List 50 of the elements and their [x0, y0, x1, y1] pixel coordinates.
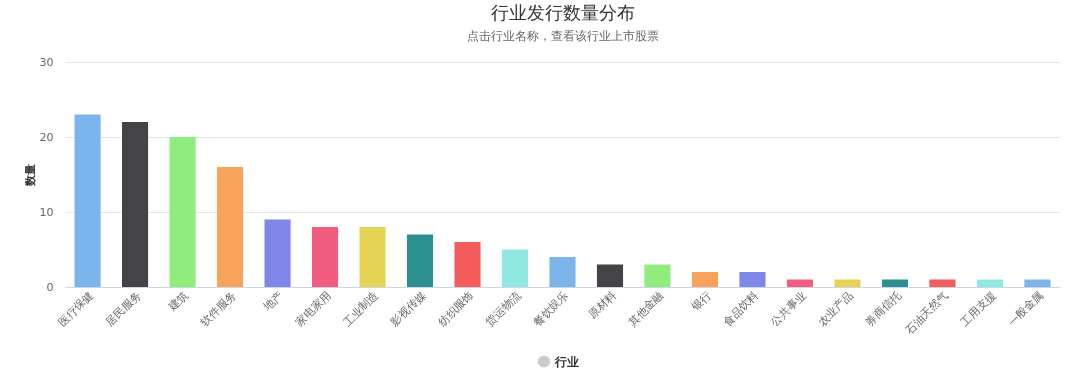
bar: [216, 167, 244, 287]
x-tick-label: 餐饮娱乐: [530, 288, 571, 330]
y-tick-label: 10: [39, 205, 54, 219]
bar: [739, 272, 766, 287]
bar: [406, 234, 434, 287]
y-tick-label: 20: [39, 130, 54, 144]
chart-subtitle: 点击行业名称，查看该行业上市股票: [466, 29, 659, 43]
x-tick-label: 软件服务: [198, 288, 239, 330]
bar: [74, 114, 101, 287]
x-tick-label: 医疗保健: [55, 288, 97, 330]
x-tick-label: 货运物流: [483, 288, 524, 330]
x-tick-label: 工用支援: [958, 288, 999, 330]
x-tick-label: 券商信托: [863, 288, 904, 330]
x-tick-label: 原材料: [585, 288, 619, 322]
chart-title: 行业发行数量分布: [490, 2, 635, 23]
bar: [881, 279, 909, 287]
bar: [1024, 279, 1051, 287]
x-tick-label: 其他金融: [625, 288, 666, 330]
y-tick-label: 30: [39, 55, 54, 69]
x-tick-label: 家电家用: [293, 288, 334, 330]
x-tick-label: 农业产品: [815, 288, 856, 330]
bar: [644, 264, 671, 287]
bar: [501, 249, 529, 287]
bar: [311, 227, 339, 287]
x-tick-label: 地产: [260, 288, 287, 315]
x-tick-label: 工业制造: [340, 288, 382, 330]
y-axis-title: 数量: [23, 164, 37, 187]
x-tick-label: 石油天然气: [902, 288, 951, 337]
text: 行业: [553, 354, 579, 369]
bar: [359, 227, 386, 287]
x-tick-label: 纺织服饰: [435, 288, 476, 330]
x-tick-label: 居民服务: [103, 288, 144, 330]
x-tick-label: 建筑: [165, 288, 192, 315]
bar: [786, 279, 814, 287]
bar: [454, 242, 481, 287]
bar: [596, 264, 624, 287]
y-tick-label: 0: [46, 280, 54, 294]
x-tick-label: 一般金属: [1005, 288, 1046, 330]
bar: [121, 122, 149, 287]
x-tick-label: 影视传媒: [388, 288, 429, 330]
bar: [691, 272, 719, 287]
x-tick-label: 银行: [688, 288, 714, 315]
bar: [976, 279, 1004, 287]
bar: [549, 257, 576, 287]
bar: [834, 279, 861, 287]
x-tick-label: 公共事业: [768, 288, 809, 330]
bar: [264, 219, 291, 287]
bar: [169, 137, 196, 287]
bar: [929, 279, 956, 287]
x-tick-label: 食品饮料: [720, 288, 761, 330]
